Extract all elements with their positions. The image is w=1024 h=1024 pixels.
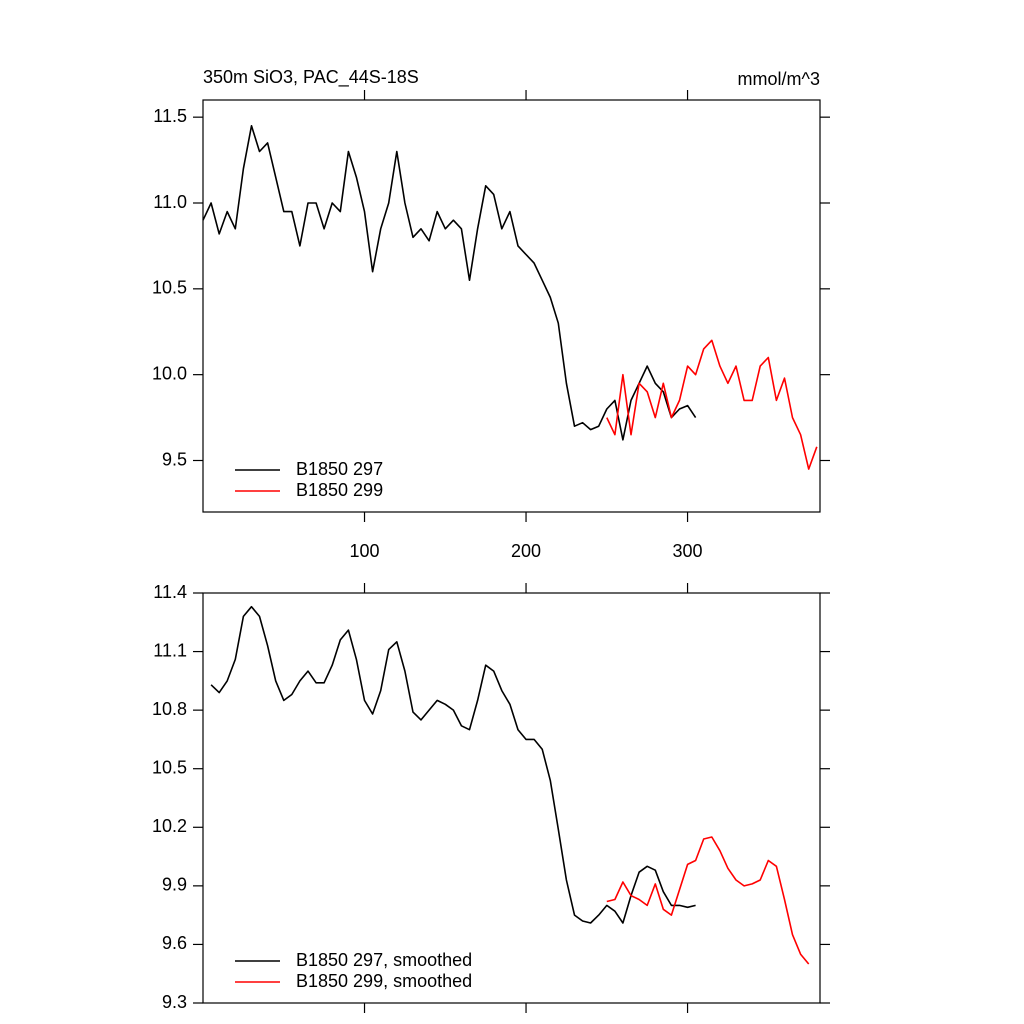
y-tick-label: 11.0	[153, 192, 187, 212]
data-line	[606, 836, 810, 965]
plot-frame	[202, 592, 821, 1004]
y-tick-label: 10.5	[152, 757, 187, 777]
y-tick-label: 9.3	[162, 992, 187, 1012]
data-line	[606, 339, 818, 470]
legend-label: B1850 297	[296, 459, 383, 479]
x-tick-label: 300	[673, 541, 703, 561]
y-tick-label: 10.5	[152, 278, 187, 298]
chart-title: 350m SiO3, PAC_44S-18S	[203, 67, 419, 88]
plot-frame	[202, 99, 821, 513]
legend-label: B1850 299	[296, 480, 383, 500]
legend-label: B1850 297, smoothed	[296, 950, 472, 970]
y-tick-label: 9.9	[162, 875, 187, 895]
y-tick-label: 11.5	[153, 106, 187, 126]
y-tick-label: 11.1	[153, 640, 187, 660]
legend-label: B1850 299, smoothed	[296, 971, 472, 991]
data-line	[210, 605, 696, 924]
y-tick-label: 11.4	[153, 582, 187, 602]
x-tick-label: 200	[511, 541, 541, 561]
y-tick-label: 10.8	[152, 699, 187, 719]
x-tick-label: 100	[349, 541, 379, 561]
y-tick-label: 10.2	[152, 816, 187, 836]
units-label: mmol/m^3	[738, 69, 820, 89]
data-line	[202, 125, 697, 441]
y-tick-label: 9.5	[162, 449, 187, 469]
y-tick-label: 10.0	[152, 363, 187, 383]
y-tick-label: 9.6	[162, 933, 187, 953]
